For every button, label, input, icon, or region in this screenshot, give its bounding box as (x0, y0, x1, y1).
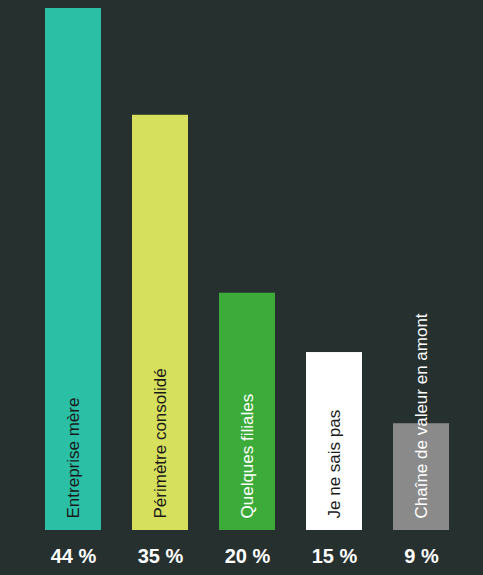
svg-text:Je ne sais pas: Je ne sais pas (325, 410, 344, 519)
svg-text:44 %: 44 % (51, 545, 97, 567)
svg-text:Périmètre consolidé: Périmètre consolidé (151, 368, 170, 518)
svg-text:Quelques filiales: Quelques filiales (238, 394, 257, 519)
svg-text:35 %: 35 % (138, 545, 184, 567)
svg-text:15 %: 15 % (312, 545, 358, 567)
svg-text:9 %: 9 % (404, 545, 439, 567)
svg-text:Chaîne de valeur en amont: Chaîne de valeur en amont (412, 313, 431, 518)
svg-text:20 %: 20 % (225, 545, 271, 567)
svg-text:Entreprise mère: Entreprise mère (64, 398, 83, 519)
